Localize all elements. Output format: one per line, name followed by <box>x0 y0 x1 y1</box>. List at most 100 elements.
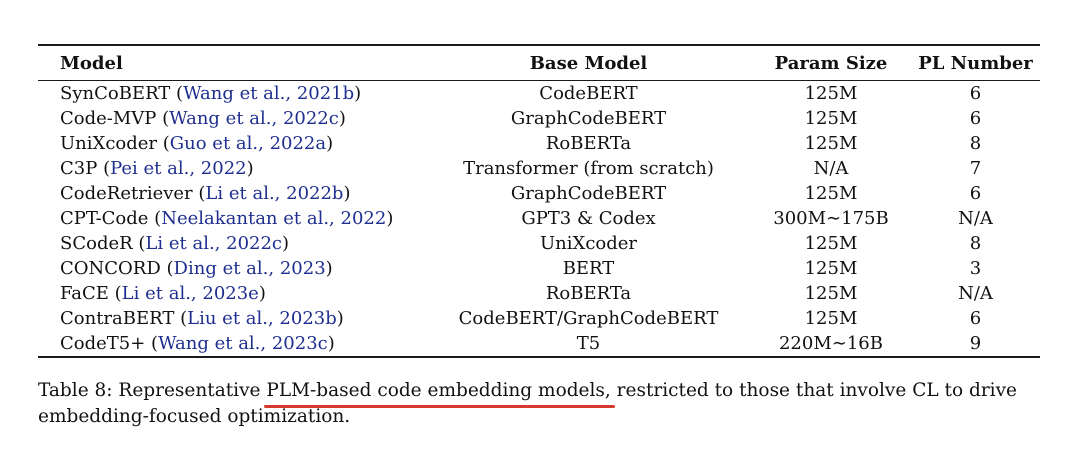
cell-model: ContraBERT (Liu et al., 2023b) <box>38 306 426 331</box>
model-name: CodeRetriever <box>60 183 193 204</box>
citation-close-paren: ) <box>327 333 335 354</box>
model-name: CodeT5+ <box>60 333 146 354</box>
cell-model: SynCoBERT (Wang et al., 2021b) <box>38 81 426 106</box>
table-row: C3P (Pei et al., 2022) Transformer (from … <box>38 156 1040 181</box>
header-model: Model <box>60 52 123 74</box>
cell-pl-number: N/A <box>958 208 993 229</box>
model-name: FaCE <box>60 283 109 304</box>
cell-pl-number: 6 <box>969 308 982 329</box>
cell-base-model: RoBERTa <box>545 283 632 304</box>
citation-open-paren: ( <box>145 333 159 354</box>
cell-pl-number: 3 <box>969 258 982 279</box>
citation-link[interactable]: Wang et al., 2021b <box>183 83 355 104</box>
cell-pl-number: 9 <box>969 333 982 354</box>
citation-link[interactable]: Li et al., 2022c <box>145 233 283 254</box>
cell-param-size: 125M <box>804 108 858 129</box>
citation-link[interactable]: Neelakantan et al., 2022 <box>161 208 387 229</box>
cell-model: Code-MVP (Wang et al., 2022c) <box>38 106 426 131</box>
citation-open-paren: ( <box>174 308 188 329</box>
table-row: CodeT5+ (Wang et al., 2023c) T5 220M∼16B 9 <box>38 331 1040 356</box>
cell-base-model: GraphCodeBERT <box>510 183 667 204</box>
citation-close-paren: ) <box>246 158 254 179</box>
cell-base-model: GraphCodeBERT <box>510 108 667 129</box>
cell-base-model: BERT <box>562 258 615 279</box>
model-name: SynCoBERT <box>60 83 171 104</box>
header-base-model: Base Model <box>529 52 648 74</box>
citation-link[interactable]: Wang et al., 2022c <box>169 108 339 129</box>
table-body: SynCoBERT (Wang et al., 2021b) CodeBERT 12… <box>38 80 1040 356</box>
table-row: UniXcoder (Guo et al., 2022a) RoBERTa 125M… <box>38 131 1040 156</box>
citation-link[interactable]: Liu et al., 2023b <box>187 308 337 329</box>
header-param-size: Param Size <box>774 52 888 74</box>
citation-open-paren: ( <box>148 208 162 229</box>
cell-base-model: CodeBERT <box>539 83 638 104</box>
table-caption: Table 8: Representative PLM-based code e… <box>38 378 1048 430</box>
results-table-container: Model Base Model Param Size PL Number Sy… <box>38 44 1040 358</box>
model-name: C3P <box>60 158 98 179</box>
caption-line1-rest: restricted to those that involve CL to d… <box>610 380 1017 401</box>
cell-model: C3P (Pei et al., 2022) <box>38 156 426 181</box>
citation-link[interactable]: Wang et al., 2023c <box>158 333 328 354</box>
cell-param-size: 125M <box>804 283 858 304</box>
table-row: CodeRetriever (Li et al., 2022b) GraphCod… <box>38 181 1040 206</box>
citation-close-paren: ) <box>343 183 351 204</box>
cell-param-size: 125M <box>804 133 858 154</box>
cell-param-size: 125M <box>804 83 858 104</box>
citation-close-paren: ) <box>386 208 394 229</box>
caption-line2: embedding-focused optimization. <box>38 406 351 427</box>
cell-model: CodeT5+ (Wang et al., 2023c) <box>38 331 426 356</box>
cell-param-size: 220M∼16B <box>778 333 883 354</box>
cell-base-model: RoBERTa <box>545 133 632 154</box>
model-name: UniXcoder <box>60 133 158 154</box>
citation-open-paren: ( <box>108 283 122 304</box>
bottom-rule <box>38 356 1040 358</box>
citation-open-paren: ( <box>132 233 146 254</box>
table-row: CONCORD (Ding et al., 2023) BERT 125M 3 <box>38 256 1040 281</box>
header-rule <box>38 80 1040 81</box>
citation-close-paren: ) <box>282 233 290 254</box>
citation-close-paren: ) <box>325 258 333 279</box>
top-rule <box>38 44 1040 46</box>
citation-close-paren: ) <box>258 283 266 304</box>
citation-open-paren: ( <box>157 133 170 154</box>
citation-open-paren: ( <box>192 183 206 204</box>
model-name: CONCORD <box>60 258 161 279</box>
citation-open-paren: ( <box>156 108 170 129</box>
cell-pl-number: 8 <box>969 233 982 254</box>
citation-open-paren: ( <box>170 83 184 104</box>
cell-model: CPT-Code (Neelakantan et al., 2022) <box>38 206 426 231</box>
table-row: FaCE (Li et al., 2023e) RoBERTa 125M N/A <box>38 281 1040 306</box>
cell-pl-number: 7 <box>969 158 982 179</box>
model-name: CPT-Code <box>60 208 149 229</box>
citation-link[interactable]: Li et al., 2023e <box>121 283 259 304</box>
cell-base-model: GPT3 & Codex <box>521 208 656 229</box>
cell-param-size: 125M <box>804 308 858 329</box>
cell-model: SCodeR (Li et al., 2022c) <box>38 231 426 256</box>
citation-link[interactable]: Li et al., 2022b <box>205 183 344 204</box>
table-row: SynCoBERT (Wang et al., 2021b) CodeBERT 12… <box>38 81 1040 106</box>
cell-pl-number: 6 <box>969 183 982 204</box>
citation-close-paren: ) <box>326 133 334 154</box>
citation-open-paren: ( <box>97 158 111 179</box>
cell-pl-number: 6 <box>969 108 982 129</box>
table-row: CPT-Code (Neelakantan et al., 2022) GPT3 … <box>38 206 1040 231</box>
cell-pl-number: N/A <box>958 283 993 304</box>
cell-param-size: 300M∼175B <box>773 208 889 229</box>
model-name: Code-MVP <box>60 108 157 129</box>
citation-link[interactable]: Ding et al., 2023 <box>173 258 326 279</box>
cell-param-size: 125M <box>804 233 858 254</box>
cell-pl-number: 8 <box>969 133 982 154</box>
table-header-row: Model Base Model Param Size PL Number <box>38 46 1040 80</box>
citation-close-paren: ) <box>354 83 362 104</box>
cell-base-model: Transformer (from scratch) <box>463 158 714 179</box>
cell-base-model: CodeBERT/GraphCodeBERT <box>458 308 719 329</box>
citation-link[interactable]: Guo et al., 2022a <box>169 133 327 154</box>
cell-param-size: 125M <box>804 258 858 279</box>
cell-model: CodeRetriever (Li et al., 2022b) <box>38 181 426 206</box>
model-name: ContraBERT <box>60 308 175 329</box>
citation-close-paren: ) <box>338 108 346 129</box>
citation-link[interactable]: Pei et al., 2022 <box>110 158 247 179</box>
cell-param-size: 125M <box>804 183 858 204</box>
table-row: SCodeR (Li et al., 2022c) UniXcoder 125M 8 <box>38 231 1040 256</box>
cell-base-model: T5 <box>576 333 601 354</box>
